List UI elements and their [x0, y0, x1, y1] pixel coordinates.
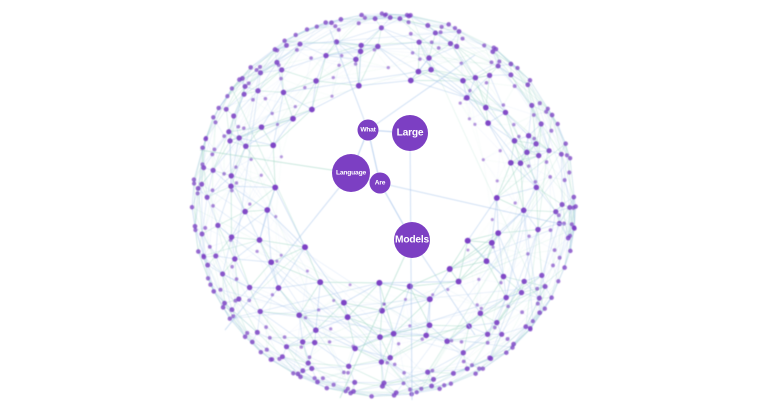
svg-text:Language: Language [336, 170, 366, 177]
svg-text:Are: Are [375, 180, 386, 187]
svg-text:Models: Models [395, 235, 429, 246]
svg-text:What: What [360, 127, 376, 134]
svg-text:Large: Large [397, 128, 424, 139]
